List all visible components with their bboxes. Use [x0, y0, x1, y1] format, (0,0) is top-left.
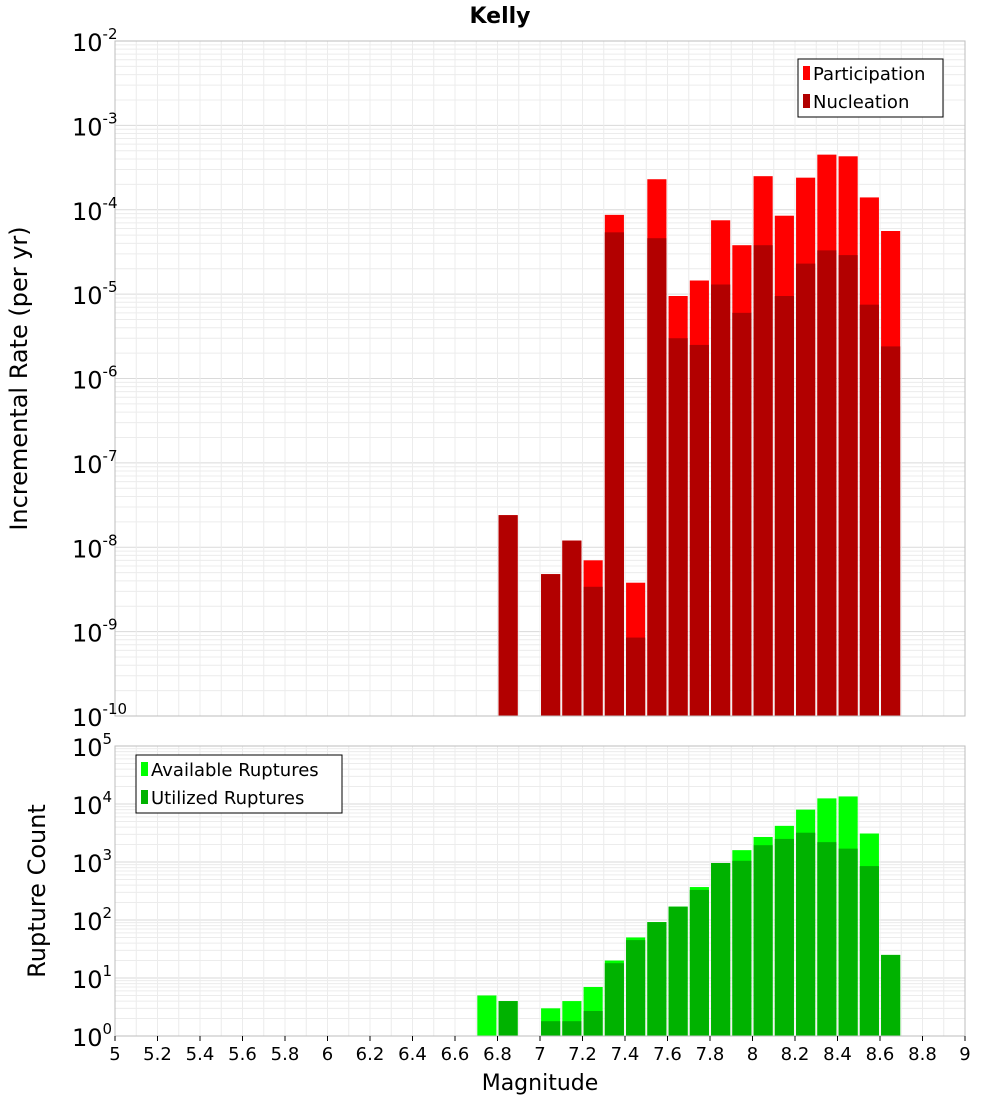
x-tick-label: 5.6	[228, 1044, 257, 1065]
top-bar-series2	[562, 540, 582, 716]
bottom-y-tick-label: 101	[72, 962, 112, 994]
top-plot-frame	[114, 40, 966, 717]
x-axis-label: Magnitude	[482, 1071, 599, 1096]
bottom-bar-series2	[711, 863, 731, 1036]
top-bar-series2	[753, 245, 773, 717]
top-bar-series2	[583, 586, 603, 716]
top-y-tick-label: 10-7	[72, 447, 118, 479]
bottom-legend-label: Utilized Ruptures	[151, 788, 304, 809]
x-tick-label: 7.6	[653, 1044, 682, 1065]
top-bar-series2	[689, 344, 709, 716]
top-y-axis-label: Incremental Rate (per yr)	[5, 226, 33, 530]
top-legend-swatch	[803, 94, 810, 108]
bottom-bar-series2	[817, 842, 837, 1036]
x-tick-label: 5.8	[271, 1044, 300, 1065]
x-tick-label: 6.6	[441, 1044, 470, 1065]
x-tick-label: 6.8	[483, 1044, 512, 1065]
top-bar-series2	[859, 304, 879, 716]
bottom-legend-label: Available Ruptures	[151, 760, 319, 781]
bottom-y-tick-label: 105	[72, 730, 112, 762]
top-grid	[114, 40, 966, 717]
top-y-tick-label: 10-4	[72, 194, 118, 226]
bottom-legend: Available Ruptures Utilized Ruptures	[135, 754, 343, 814]
bottom-y-tick-label: 102	[72, 904, 112, 936]
x-tick-label: 7	[534, 1044, 545, 1065]
bottom-bar-series2	[796, 832, 816, 1036]
bottom-bars	[477, 796, 901, 1036]
top-bar-series2	[647, 238, 667, 716]
bottom-bar-series2	[583, 1010, 603, 1036]
x-tick-label: 8.4	[823, 1044, 852, 1065]
bottom-bar-series2	[689, 889, 709, 1036]
top-bar-series2	[732, 312, 752, 716]
bottom-y-tick-label: 103	[72, 846, 112, 878]
top-bar-series2	[668, 338, 688, 716]
bottom-bar-series2	[668, 906, 688, 1036]
top-bar-series2	[881, 346, 901, 716]
bottom-bar-series2	[626, 940, 646, 1036]
x-tick-label: 5.4	[186, 1044, 215, 1065]
bottom-legend-swatch	[141, 790, 148, 804]
x-tick-label: 8.2	[781, 1044, 810, 1065]
top-bar-series2	[541, 574, 561, 716]
bottom-bar-series2	[541, 1021, 561, 1036]
x-tick-label: 8.8	[908, 1044, 937, 1065]
top-y-tick-label: 10-8	[72, 531, 118, 563]
top-y-tick-label: 10-5	[72, 278, 118, 310]
x-tick-label: 6.2	[356, 1044, 385, 1065]
bottom-bar-series2	[498, 1001, 518, 1036]
top-y-tick-label: 10-9	[72, 616, 118, 648]
bottom-y-tick-label: 100	[72, 1020, 112, 1052]
x-tick-label: 7.8	[696, 1044, 725, 1065]
chart-title: Kelly	[469, 4, 530, 29]
top-legend-label: Nucleation	[813, 92, 909, 113]
bottom-bar-series2	[604, 963, 624, 1036]
top-y-tick-label: 10-3	[72, 109, 118, 141]
bottom-bar-series1	[477, 995, 497, 1036]
bottom-y-axis-label: Rupture Count	[23, 804, 51, 978]
top-y-tick-label: 10-10	[72, 700, 127, 732]
x-tick-label: 6	[322, 1044, 333, 1065]
top-bar-series2	[711, 284, 731, 716]
x-tick-label: 8	[747, 1044, 758, 1065]
bottom-legend-swatch	[141, 762, 148, 776]
top-legend: Participation Nucleation	[797, 58, 944, 118]
top-legend-box	[797, 58, 944, 118]
top-legend-label: Participation	[813, 64, 925, 85]
bottom-y-tick-label: 104	[72, 788, 112, 820]
top-legend-swatch	[803, 66, 810, 80]
bottom-bar-series2	[774, 838, 794, 1036]
bottom-bar-series2	[838, 848, 858, 1036]
bottom-bar-series2	[647, 922, 667, 1036]
top-bars	[498, 154, 901, 717]
bottom-bar-series2	[881, 954, 901, 1036]
top-bar-series2	[604, 232, 624, 716]
x-tick-label: 8.6	[866, 1044, 895, 1065]
bottom-bar-series2	[859, 866, 879, 1036]
top-y-tick-label: 10-2	[72, 25, 118, 57]
x-tick-label: 5	[109, 1044, 120, 1065]
x-tick-label: 7.2	[568, 1044, 597, 1065]
top-bar-series2	[774, 296, 794, 716]
top-bar-series2	[796, 263, 816, 716]
top-bar-series2	[838, 255, 858, 716]
bottom-bar-series2	[732, 860, 752, 1036]
x-tick-label: 5.2	[143, 1044, 172, 1065]
top-bar-series2	[817, 250, 837, 717]
top-bar-series2	[626, 637, 646, 716]
x-tick-label: 6.4	[398, 1044, 427, 1065]
x-tick-label: 7.4	[611, 1044, 640, 1065]
bottom-legend-box	[135, 754, 343, 814]
bottom-bar-series2	[753, 845, 773, 1036]
top-bar-series2	[498, 515, 518, 716]
top-y-tick-label: 10-6	[72, 363, 118, 395]
bottom-bar-series2	[562, 1021, 582, 1036]
x-tick-label: 9	[959, 1044, 970, 1065]
